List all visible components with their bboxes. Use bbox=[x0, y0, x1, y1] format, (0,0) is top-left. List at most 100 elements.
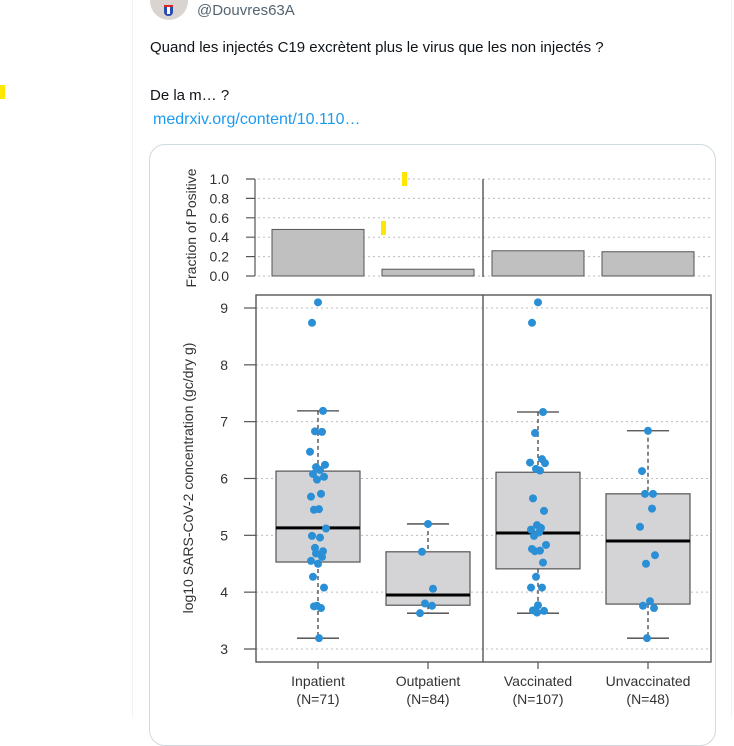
data-point-unvaccinated bbox=[638, 467, 646, 476]
box-y-tick-label: 8 bbox=[220, 357, 228, 373]
avatar-shield-icon bbox=[164, 5, 173, 16]
box-y-tick-label: 7 bbox=[220, 414, 228, 430]
data-point-unvaccinated bbox=[641, 489, 649, 498]
data-point-unvaccinated bbox=[636, 522, 644, 531]
data-point-vaccinated bbox=[534, 601, 542, 610]
bar-y-tick-label: 0.6 bbox=[210, 210, 230, 226]
bar-y-tick-label: 0.0 bbox=[210, 268, 230, 284]
data-point-vaccinated bbox=[527, 583, 535, 592]
x-label-unvaccinated: Unvaccinated bbox=[606, 673, 691, 689]
bar-vaccinated bbox=[491, 250, 585, 277]
data-point-inpatient bbox=[314, 559, 322, 568]
data-point-unvaccinated bbox=[650, 604, 658, 613]
data-point-vaccinated bbox=[541, 459, 549, 468]
data-point-inpatient bbox=[320, 583, 328, 592]
avatar[interactable] bbox=[150, 0, 188, 20]
data-point-unvaccinated bbox=[644, 426, 652, 435]
box-y-tick-label: 4 bbox=[220, 584, 228, 600]
data-point-vaccinated bbox=[539, 407, 547, 416]
x-label-n-vaccinated: (N=107) bbox=[513, 691, 564, 707]
tweet-link[interactable]: medrxiv.org/content/10.110… bbox=[153, 111, 361, 128]
data-point-vaccinated bbox=[531, 547, 539, 556]
data-point-inpatient bbox=[315, 634, 323, 643]
bar-unvaccinated bbox=[601, 251, 695, 277]
data-point-inpatient bbox=[310, 602, 318, 611]
data-point-inpatient bbox=[322, 524, 330, 533]
data-point-vaccinated bbox=[527, 525, 535, 534]
data-point-vaccinated bbox=[540, 606, 548, 615]
bar-y-tick-label: 0.2 bbox=[210, 249, 230, 265]
box-y-tick-label: 9 bbox=[220, 300, 228, 316]
data-point-unvaccinated bbox=[651, 551, 659, 560]
data-point-vaccinated bbox=[533, 608, 541, 617]
data-point-inpatient bbox=[308, 531, 316, 540]
highlight-marker bbox=[402, 172, 407, 186]
data-point-vaccinated bbox=[539, 558, 547, 567]
box-chart-concentration: 3 4 5 6 7 8 9 log10 SARS-CoV-2 concentration (g… bbox=[180, 294, 712, 707]
data-point-inpatient bbox=[312, 549, 320, 558]
data-point-inpatient bbox=[314, 298, 322, 307]
data-point-outpatient bbox=[421, 599, 429, 608]
data-point-inpatient bbox=[318, 427, 326, 436]
data-point-vaccinated bbox=[542, 540, 550, 549]
data-point-outpatient bbox=[418, 547, 426, 556]
bar-y-tick-label: 0.8 bbox=[210, 190, 230, 206]
highlight-marker bbox=[0, 85, 5, 99]
bar-y-tick-label: 1.0 bbox=[210, 171, 230, 187]
data-point-unvaccinated bbox=[642, 559, 650, 568]
data-point-inpatient bbox=[310, 505, 318, 514]
data-point-inpatient bbox=[311, 427, 319, 436]
x-label-n-unvaccinated: (N=48) bbox=[626, 691, 669, 707]
user-handle[interactable]: @Douvres63A bbox=[197, 2, 295, 19]
data-point-outpatient bbox=[416, 609, 424, 618]
box-y-tick-label: 5 bbox=[220, 527, 228, 543]
data-point-inpatient bbox=[309, 572, 317, 581]
data-point-inpatient bbox=[317, 489, 325, 498]
data-point-inpatient bbox=[307, 556, 315, 565]
column-divider-left bbox=[132, 0, 133, 717]
x-label-vaccinated: Vaccinated bbox=[504, 673, 572, 689]
data-point-vaccinated bbox=[532, 572, 540, 581]
box-y-axis-label: log10 SARS-CoV-2 concentration (gc/dry g… bbox=[180, 343, 196, 614]
box-vaccinated bbox=[495, 471, 581, 570]
box-y-tick-label: 3 bbox=[220, 641, 228, 657]
box-outpatient bbox=[385, 551, 471, 606]
data-point-inpatient bbox=[320, 472, 328, 481]
data-point-inpatient bbox=[307, 492, 315, 501]
data-point-vaccinated bbox=[530, 531, 538, 540]
bar-chart-fraction-positive: 0.0 0.2 0.4 0.6 0.8 1.0 Fraction of Positive bbox=[183, 168, 712, 288]
data-point-vaccinated bbox=[529, 494, 537, 503]
data-point-vaccinated bbox=[526, 458, 534, 467]
data-point-vaccinated bbox=[538, 583, 546, 592]
data-point-inpatient bbox=[321, 460, 329, 469]
data-point-outpatient bbox=[429, 584, 437, 593]
data-point-unvaccinated bbox=[648, 504, 656, 513]
bar-y-axis-label: Fraction of Positive bbox=[183, 168, 199, 287]
data-point-inpatient bbox=[308, 318, 316, 327]
box-y-tick-label: 6 bbox=[220, 470, 228, 486]
tweet-text-line1: Quand les injectés C19 excrètent plus le… bbox=[150, 39, 604, 56]
box-unvaccinated bbox=[605, 493, 691, 605]
data-point-unvaccinated bbox=[643, 634, 651, 643]
data-point-outpatient bbox=[428, 601, 436, 610]
tweet-media-image[interactable]: 0.0 0.2 0.4 0.6 0.8 1.0 Fraction of Positive 3… bbox=[149, 144, 716, 746]
data-point-inpatient bbox=[319, 406, 327, 415]
bar-inpatient bbox=[271, 228, 365, 277]
data-point-inpatient bbox=[306, 447, 314, 456]
x-label-n-inpatient: (N=71) bbox=[296, 691, 339, 707]
highlight-marker bbox=[381, 221, 386, 235]
tweet-text-line2: De la m… ? bbox=[150, 87, 230, 104]
x-label-inpatient: Inpatient bbox=[291, 673, 345, 689]
data-point-vaccinated bbox=[531, 429, 539, 438]
column-divider-right bbox=[731, 0, 732, 717]
data-point-outpatient bbox=[424, 519, 432, 528]
data-point-inpatient bbox=[318, 552, 326, 561]
data-point-vaccinated bbox=[536, 466, 544, 475]
data-point-vaccinated bbox=[528, 318, 536, 327]
data-point-unvaccinated bbox=[639, 601, 647, 610]
x-label-n-outpatient: (N=84) bbox=[406, 691, 449, 707]
data-point-vaccinated bbox=[540, 506, 548, 515]
data-point-unvaccinated bbox=[646, 597, 654, 606]
bar-y-tick-label: 0.4 bbox=[210, 229, 230, 245]
data-point-inpatient bbox=[313, 475, 321, 484]
